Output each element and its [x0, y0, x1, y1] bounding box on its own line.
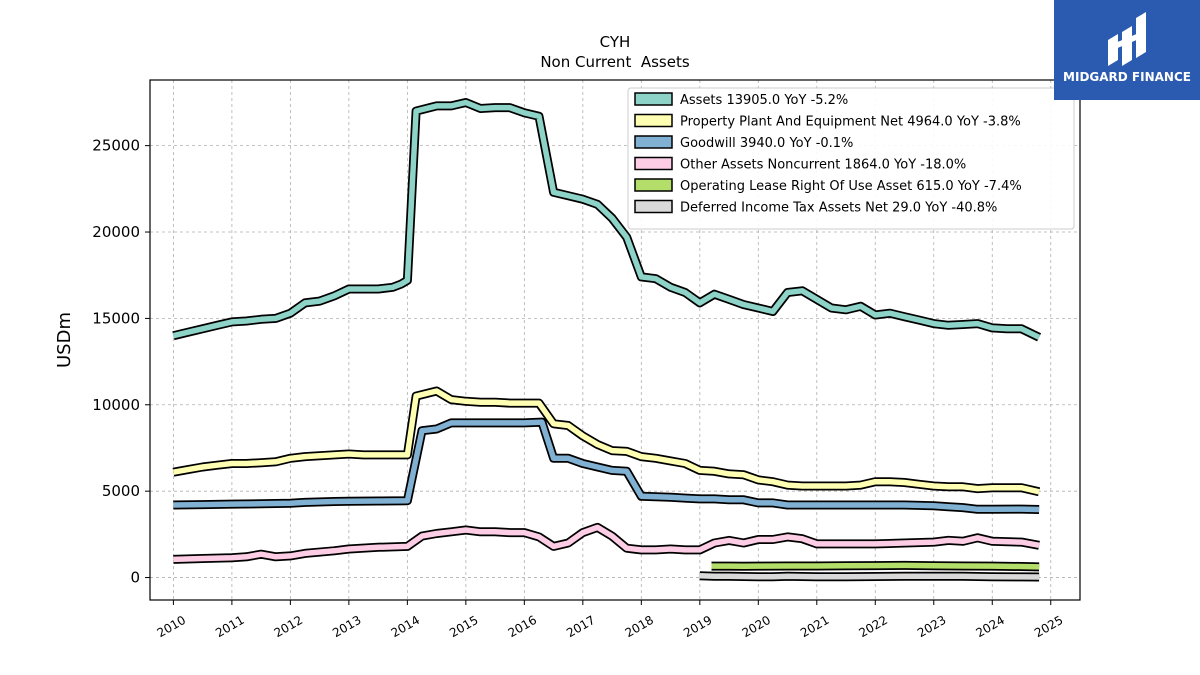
x-tick-label: 2014: [389, 613, 422, 640]
legend-box: [627, 87, 1075, 230]
x-tick-label: 2011: [213, 613, 246, 640]
x-tick-label: 2017: [564, 613, 597, 640]
x-tick-label: 2016: [506, 613, 539, 640]
brand-logo: MIDGARD FINANCE: [1054, 0, 1200, 100]
grid: [150, 80, 1080, 600]
series-other-assets-noncurrent: [173, 522, 1040, 564]
series-line: [173, 419, 1040, 513]
legend-swatch: [634, 199, 673, 214]
y-tick-label: 25000: [92, 137, 140, 155]
series-line: [711, 562, 1040, 570]
legend-swatch: [634, 113, 673, 128]
chart-subtitle: Non Current Assets: [540, 53, 690, 71]
x-tick-label: 2020: [740, 613, 773, 640]
y-tick-label: 20000: [92, 223, 140, 241]
x-tick-label: 2018: [623, 613, 656, 640]
x-tick-label: 2022: [857, 613, 890, 640]
legend-swatch: [634, 92, 673, 106]
brand-name: MIDGARD FINANCE: [1063, 70, 1191, 84]
series-line-outline: [173, 417, 1040, 514]
plot-frame: [149, 79, 1081, 601]
series-line: [173, 524, 1040, 563]
x-tick-label: 2012: [272, 613, 305, 640]
legend: Assets 13905.0 YoY -5.2% Property Plant A…: [627, 87, 1075, 230]
legend-entry: Operating Lease Right Of Use Asset 615.0…: [680, 179, 1022, 194]
y-tick-label: 10000: [92, 396, 140, 414]
series-assets: [172, 98, 1042, 342]
x-tick-label: 2021: [798, 613, 831, 640]
x-tick-label: 2019: [681, 613, 714, 640]
series-line: [172, 388, 1040, 495]
midgard-logo-icon: [1108, 12, 1146, 66]
x-tick-label: 2024: [974, 613, 1007, 640]
y-tick-label: 15000: [92, 309, 140, 327]
legend-entry: Property Plant And Equipment Net 4964.0 …: [680, 115, 1021, 130]
legend-entry: Deferred Income Tax Assets Net 29.0 YoY …: [680, 201, 997, 216]
legend-swatch: [634, 135, 673, 149]
x-tick-label: 2025: [1032, 613, 1065, 640]
series-goodwill: [173, 417, 1040, 514]
x-tick-label: 2023: [915, 613, 948, 640]
series-deferred-income-tax-assets-net: [699, 571, 1040, 582]
series-line: [172, 99, 1041, 340]
x-tick-label: 2010: [155, 613, 188, 640]
legend-entry: Assets 13905.0 YoY -5.2%: [680, 93, 848, 108]
series-operating-lease-right-of-use-asset: [711, 560, 1040, 572]
y-tick-label: 0: [130, 569, 140, 587]
legend-entry: Other Assets Noncurrent 1864.0 YoY -18.0…: [680, 158, 966, 173]
series-line: [699, 573, 1040, 580]
series-line-outline: [172, 386, 1041, 497]
series-property-plant-and-equipment-net: [172, 386, 1041, 497]
legend-swatch: [634, 178, 673, 192]
legend-swatch: [634, 156, 673, 171]
x-tick-label: 2013: [330, 613, 363, 640]
y-tick-label: 5000: [102, 482, 140, 500]
chart-title: CYH: [600, 33, 631, 51]
series-layer: [172, 98, 1042, 582]
y-axis-label: USDm: [54, 312, 75, 368]
x-tick-label: 2015: [447, 613, 480, 640]
legend-entry: Goodwill 3940.0 YoY -0.1%: [680, 136, 853, 151]
